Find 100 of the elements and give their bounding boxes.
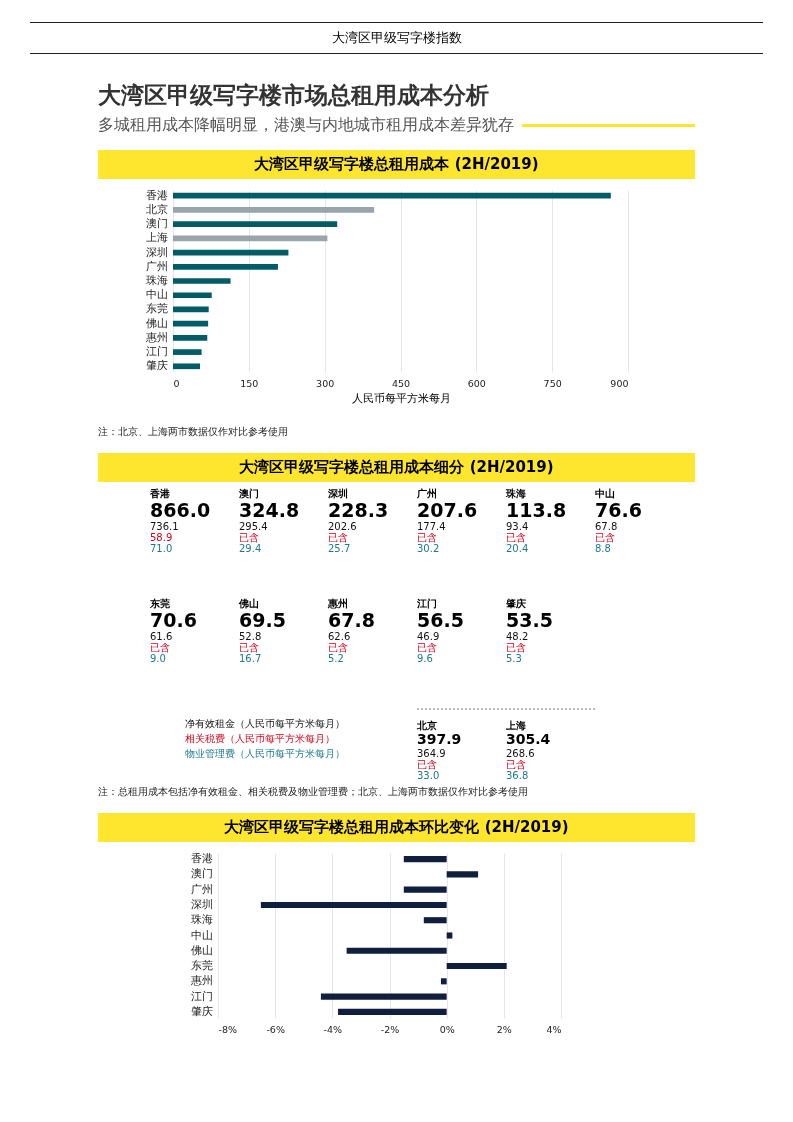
x-tick-label: 4% bbox=[546, 1023, 562, 1035]
y-tick-label: 东莞 bbox=[145, 302, 168, 315]
data-label: 20.4 bbox=[506, 543, 530, 554]
data-label: 295.4 bbox=[239, 521, 269, 532]
data-label: 52.8 bbox=[239, 631, 263, 642]
category-label: 佛山 bbox=[239, 598, 260, 610]
text: 多城租用成本降幅明显，港澳与内地城市租用成本差异犹存 bbox=[98, 115, 514, 136]
data-label: 已含 bbox=[506, 759, 527, 770]
data-label: 已含 bbox=[595, 532, 616, 543]
data-label: 62.6 bbox=[328, 631, 352, 642]
legend-label: 相关税费（人民币每平方米每月） bbox=[185, 732, 336, 746]
bar bbox=[173, 192, 611, 199]
text: 67.8 bbox=[328, 609, 375, 631]
y-tick-label: 深圳 bbox=[190, 897, 213, 910]
x-tick-label: 450 bbox=[391, 377, 411, 389]
y-tick-label: 惠州 bbox=[189, 974, 213, 987]
data-label: 48.2 bbox=[506, 631, 530, 642]
text: 69.5 bbox=[239, 609, 286, 631]
data-label: 已含 bbox=[328, 532, 349, 543]
category-label: 中山 bbox=[595, 488, 616, 500]
x-tick-label: 0% bbox=[439, 1023, 455, 1035]
x-tick-label: 750 bbox=[543, 377, 562, 389]
data-label: 58.9 bbox=[150, 532, 174, 543]
text: 大湾区甲级写字楼市场总租用成本分析 bbox=[98, 81, 490, 110]
bar bbox=[173, 335, 208, 341]
text: 注：北京、上海两市数据仅作对比参考使用 bbox=[98, 425, 289, 439]
category-label: 珠海 bbox=[506, 488, 527, 500]
bar bbox=[173, 263, 278, 270]
text: 56.5 bbox=[417, 609, 464, 631]
y-tick-label: 肇庆 bbox=[190, 1004, 213, 1017]
y-tick-label: 肇庆 bbox=[145, 359, 168, 372]
bar bbox=[173, 207, 375, 213]
data-label: 33.0 bbox=[417, 770, 441, 781]
data-label: 93.4 bbox=[506, 521, 530, 532]
x-tick-label: 600 bbox=[467, 377, 486, 389]
bar bbox=[173, 349, 202, 355]
category-label: 惠州 bbox=[328, 598, 349, 610]
data-label: 67.8 bbox=[595, 521, 619, 532]
text: 305.4 bbox=[506, 731, 551, 747]
y-tick-label: 江门 bbox=[145, 345, 168, 358]
data-label: 5.2 bbox=[328, 653, 345, 664]
bar bbox=[173, 221, 338, 227]
data-label: 16.7 bbox=[239, 653, 263, 664]
x-axis-title: 人民币每平方米每月 bbox=[351, 392, 451, 404]
x-tick-label: 300 bbox=[316, 377, 335, 389]
data-label: 已含 bbox=[239, 642, 260, 653]
y-tick-label: 北京 bbox=[145, 202, 168, 215]
data-label: 已含 bbox=[150, 642, 171, 653]
text: 注：总租用成本包括净有效租金、相关税费及物业管理费；北京、上海两市数据仅作对比参考使用 bbox=[98, 785, 529, 799]
data-label: 已含 bbox=[239, 532, 260, 543]
y-tick-label: 惠州 bbox=[144, 330, 168, 343]
text: 397.9 bbox=[417, 731, 462, 747]
data-label: 46.9 bbox=[417, 631, 441, 642]
category-label: 澳门 bbox=[239, 488, 260, 500]
x-tick-label: 150 bbox=[240, 377, 259, 389]
y-tick-label: 广州 bbox=[145, 259, 168, 272]
x-tick-label: 0 bbox=[173, 377, 180, 389]
y-tick-label: 江门 bbox=[190, 989, 213, 1002]
y-tick-label: 澳门 bbox=[145, 217, 168, 230]
chart-title: 大湾区甲级写字楼总租用成本环比变化 (2H/2019) bbox=[98, 813, 695, 842]
data-label: 已含 bbox=[506, 642, 527, 653]
bar bbox=[173, 292, 212, 299]
data-label: 9.6 bbox=[417, 653, 434, 664]
text: 207.6 bbox=[417, 499, 478, 521]
legend-label: 物业管理费（人民币每平方米每月） bbox=[185, 747, 346, 761]
text: 866.0 bbox=[150, 499, 211, 521]
data-label: 268.6 bbox=[506, 748, 536, 759]
y-tick-label: 东莞 bbox=[190, 959, 213, 972]
category-label: 肇庆 bbox=[506, 598, 527, 610]
data-label: 9.0 bbox=[150, 653, 167, 664]
data-label: 30.2 bbox=[417, 543, 441, 554]
y-tick-label: 佛山 bbox=[145, 316, 168, 329]
y-tick-label: 佛山 bbox=[190, 943, 213, 956]
data-label: 177.4 bbox=[417, 521, 447, 532]
data-label: 已含 bbox=[417, 642, 438, 653]
data-label: 202.6 bbox=[328, 521, 358, 532]
x-tick-label: -4% bbox=[323, 1023, 343, 1035]
y-tick-label: 香港 bbox=[145, 188, 168, 201]
y-tick-label: 上海 bbox=[145, 231, 168, 244]
data-label: 29.4 bbox=[239, 543, 263, 554]
text: 70.6 bbox=[150, 609, 197, 631]
y-tick-label: 中山 bbox=[190, 928, 213, 941]
bar bbox=[173, 278, 231, 284]
category-label: 深圳 bbox=[328, 488, 349, 500]
text: 76.6 bbox=[595, 499, 642, 521]
text: 113.8 bbox=[506, 499, 567, 521]
data-label: 25.7 bbox=[328, 543, 352, 554]
text: 大湾区甲级写字楼指数 bbox=[30, 22, 763, 54]
x-tick-label: -2% bbox=[380, 1023, 400, 1035]
x-tick-label: -8% bbox=[218, 1023, 237, 1035]
category-label: 江门 bbox=[417, 598, 438, 610]
data-label: 已含 bbox=[417, 759, 438, 770]
data-label: 5.3 bbox=[506, 653, 523, 664]
x-tick-label: 900 bbox=[610, 377, 629, 389]
category-label: 北京 bbox=[417, 720, 438, 732]
text: 53.5 bbox=[506, 609, 553, 631]
category-label: 广州 bbox=[417, 488, 438, 500]
data-label: 61.6 bbox=[150, 631, 174, 642]
data-label: 8.8 bbox=[595, 543, 612, 554]
bar bbox=[173, 363, 201, 370]
